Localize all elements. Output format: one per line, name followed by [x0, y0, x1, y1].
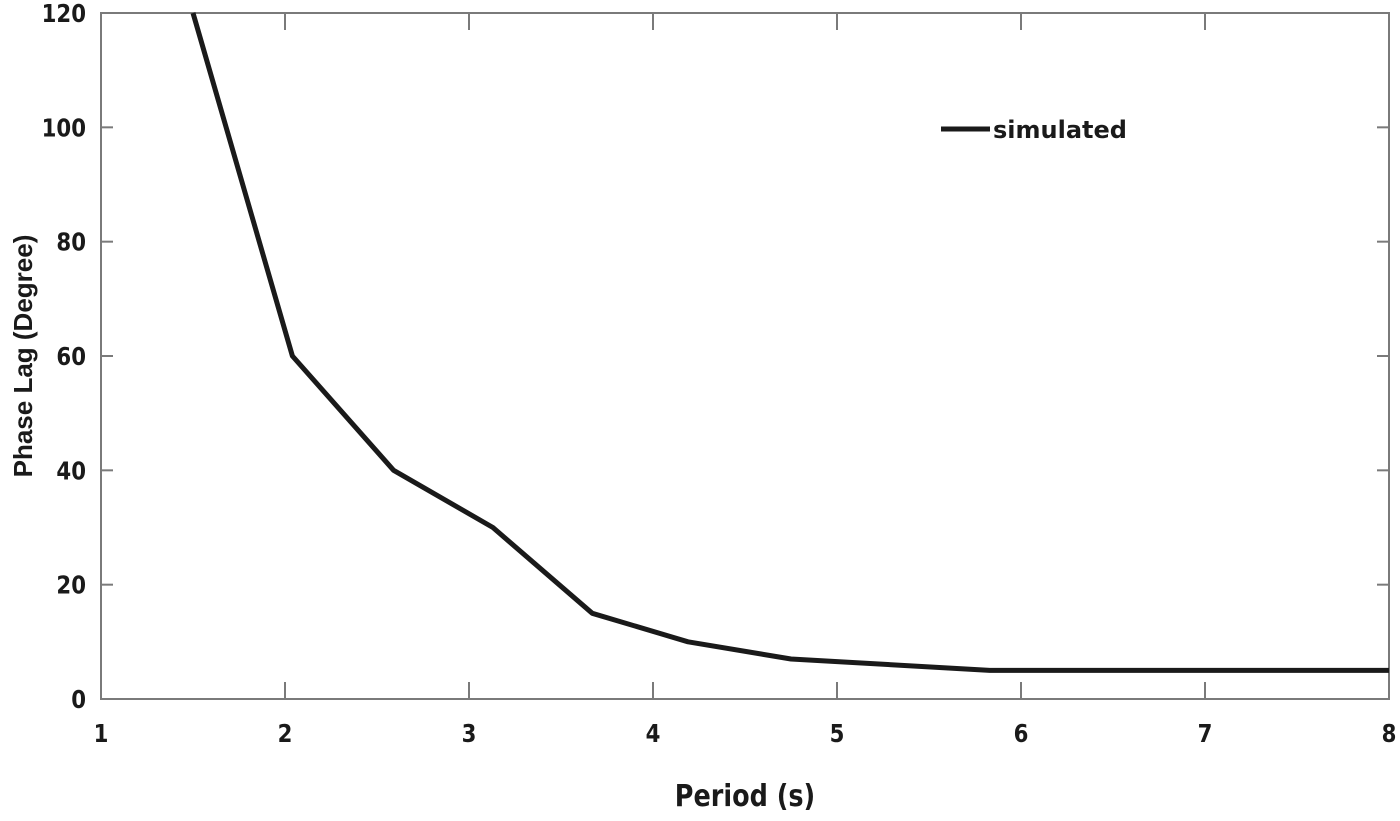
y-tick-label: 40	[56, 457, 86, 486]
y-tick-label: 0	[71, 685, 86, 714]
y-tick-label: 20	[56, 571, 86, 600]
x-tick-label: 7	[1198, 719, 1213, 748]
x-axis-title: Period (s)	[675, 778, 815, 814]
x-tick-label: 8	[1382, 719, 1397, 748]
x-tick-label: 6	[1014, 719, 1029, 748]
x-tick-label: 4	[646, 719, 661, 748]
y-tick-label: 60	[56, 342, 86, 371]
y-tick-label: 100	[42, 114, 86, 143]
x-axis-ticks: 1 2 3 4 5 6 7 8	[94, 13, 1397, 748]
series-line-simulated	[190, 12, 1389, 673]
legend: simulated	[941, 116, 1127, 144]
legend-label-simulated: simulated	[993, 116, 1127, 144]
y-axis-ticks: 0 20 40 60 80 100 120	[42, 0, 1389, 714]
y-axis-title: Phase Lag (Degree)	[8, 235, 38, 478]
series-layer	[190, 12, 1389, 673]
x-tick-label: 1	[94, 719, 109, 748]
x-tick-label: 3	[462, 719, 477, 748]
x-tick-label: 2	[278, 719, 293, 748]
x-tick-label: 5	[830, 719, 845, 748]
y-tick-label: 120	[42, 0, 86, 28]
y-tick-label: 80	[56, 228, 86, 257]
